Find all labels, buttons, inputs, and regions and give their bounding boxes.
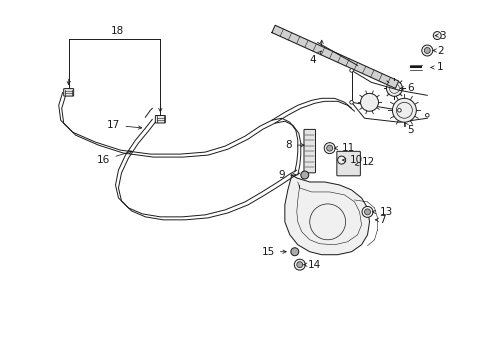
Text: 13: 13 [371, 207, 392, 217]
Circle shape [421, 45, 432, 56]
Polygon shape [271, 25, 398, 88]
Circle shape [397, 108, 400, 112]
Circle shape [425, 113, 428, 117]
Text: 16: 16 [97, 150, 132, 165]
FancyBboxPatch shape [304, 129, 315, 173]
Text: 2: 2 [432, 45, 443, 55]
Text: 9: 9 [278, 170, 296, 180]
Polygon shape [285, 175, 369, 255]
Circle shape [337, 156, 345, 164]
FancyBboxPatch shape [155, 116, 165, 123]
Text: 11: 11 [334, 143, 354, 153]
Text: 4: 4 [309, 51, 321, 66]
Circle shape [294, 259, 305, 270]
Text: 15: 15 [261, 247, 285, 257]
Circle shape [324, 143, 334, 154]
Circle shape [300, 171, 308, 179]
Circle shape [349, 100, 353, 104]
Circle shape [349, 69, 353, 72]
Text: 17: 17 [107, 120, 142, 130]
Text: 3: 3 [434, 31, 445, 41]
Text: 12: 12 [355, 157, 374, 167]
Circle shape [326, 145, 332, 151]
Circle shape [361, 206, 372, 217]
Circle shape [386, 80, 402, 96]
Circle shape [424, 48, 429, 54]
Circle shape [290, 248, 298, 256]
Circle shape [432, 32, 440, 40]
Circle shape [360, 93, 378, 111]
FancyBboxPatch shape [63, 89, 74, 96]
Text: 10: 10 [342, 155, 362, 165]
Text: 5: 5 [404, 122, 413, 135]
Text: 18: 18 [110, 26, 123, 36]
Text: 6: 6 [400, 84, 413, 93]
Circle shape [296, 262, 302, 268]
Text: 8: 8 [285, 140, 304, 150]
Text: 1: 1 [430, 62, 443, 72]
Text: 7: 7 [375, 215, 386, 225]
Text: 14: 14 [303, 260, 320, 270]
Circle shape [392, 98, 415, 122]
Circle shape [364, 209, 370, 215]
FancyBboxPatch shape [336, 151, 360, 176]
